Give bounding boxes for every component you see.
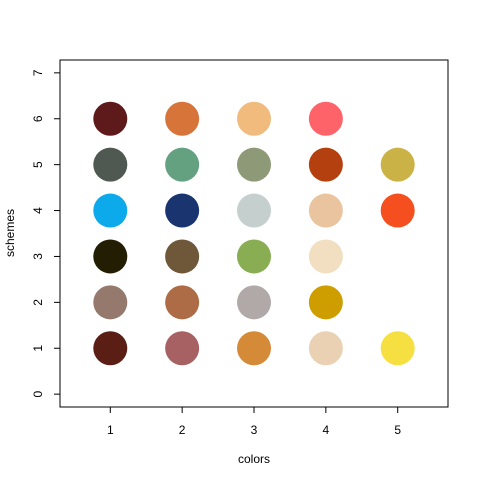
color-point-s3-c3 (237, 239, 271, 274)
color-point-s2-c3 (237, 285, 271, 320)
x-tick-label: 3 (251, 423, 258, 437)
color-point-s5-c3 (237, 147, 271, 182)
y-axis: 0 1 2 3 4 5 6 7 (31, 69, 60, 397)
color-point-s1-c5 (380, 331, 415, 366)
y-tick-label: 5 (31, 161, 45, 168)
color-points (93, 101, 415, 366)
color-point-s5-c4 (308, 147, 343, 182)
color-point-s5-c2 (165, 147, 200, 182)
color-point-s5-c1 (93, 147, 128, 182)
x-axis-label: colors (238, 452, 270, 466)
color-point-s5-c5 (380, 147, 415, 182)
color-point-s1-c1 (93, 331, 128, 366)
color-point-s4-c5 (380, 193, 415, 228)
y-tick-label: 4 (31, 207, 45, 214)
color-point-s1-c4 (308, 331, 343, 366)
color-point-s6-c2 (165, 101, 200, 136)
color-point-s4-c3 (237, 193, 271, 228)
color-point-s1-c3 (237, 331, 271, 366)
color-point-s3-c2 (165, 239, 200, 274)
color-point-s3-c4 (308, 239, 343, 274)
y-axis-label: schemes (3, 209, 17, 257)
y-tick-label: 3 (31, 253, 45, 260)
color-point-s4-c4 (308, 193, 343, 228)
x-tick-label: 5 (394, 423, 401, 437)
color-point-s1-c2 (165, 331, 200, 366)
x-tick-label: 2 (179, 423, 186, 437)
color-point-s2-c4 (308, 285, 343, 320)
color-point-s6-c3 (237, 101, 271, 136)
color-point-s2-c2 (165, 285, 200, 320)
y-tick-label: 1 (31, 345, 45, 352)
y-tick-label: 2 (31, 299, 45, 306)
y-tick-label: 0 (31, 390, 45, 397)
x-tick-label: 4 (323, 423, 330, 437)
color-point-s6-c1 (93, 101, 128, 136)
y-tick-label: 6 (31, 115, 45, 122)
color-point-s4-c2 (165, 193, 200, 228)
color-point-s6-c4 (308, 101, 343, 136)
color-point-s2-c1 (93, 285, 128, 320)
color-point-s4-c1 (93, 193, 128, 228)
y-tick-label: 7 (31, 69, 45, 76)
x-tick-label: 1 (107, 423, 114, 437)
color-point-s3-c1 (93, 239, 128, 274)
x-axis: 1 2 3 4 5 (107, 407, 401, 437)
